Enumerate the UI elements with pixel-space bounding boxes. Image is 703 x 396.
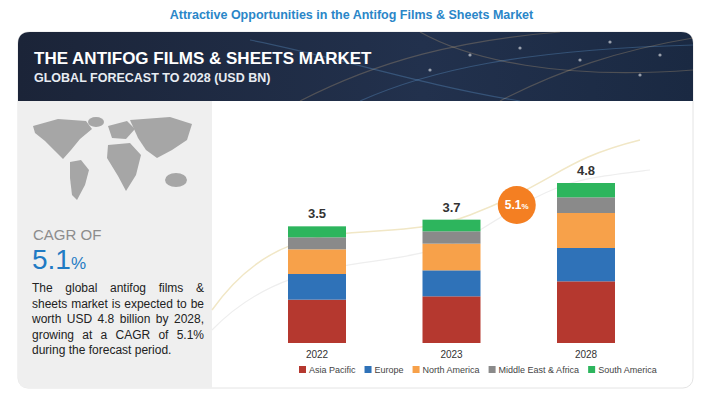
annotation-number: 5.1 bbox=[505, 198, 522, 212]
bar-segment bbox=[288, 226, 346, 237]
bar-segment bbox=[423, 270, 481, 296]
continent bbox=[130, 117, 192, 158]
cagr-value: 5.1% bbox=[32, 244, 86, 275]
legend-swatch bbox=[299, 366, 306, 373]
title: THE ANTIFOG FILMS & SHEETS MARKET bbox=[34, 49, 372, 68]
legend-swatch bbox=[413, 366, 420, 373]
heading: Attractive Opportunities in the Antifog … bbox=[170, 8, 534, 22]
bar-segment bbox=[288, 274, 346, 300]
banner-decoration bbox=[578, 58, 581, 61]
bar-segment bbox=[423, 244, 481, 271]
bar-segment bbox=[557, 183, 615, 197]
category-label: 2028 bbox=[575, 349, 598, 360]
legend-label: North America bbox=[423, 365, 480, 375]
annotation-bubble bbox=[498, 186, 536, 224]
bar-segment bbox=[288, 237, 346, 249]
continent bbox=[33, 119, 92, 159]
banner-decoration bbox=[468, 53, 471, 56]
continent bbox=[88, 117, 104, 127]
bars bbox=[288, 183, 615, 343]
bar-segment bbox=[288, 300, 346, 343]
bar-segment bbox=[557, 248, 615, 281]
continent bbox=[108, 121, 135, 139]
page: Attractive Opportunities in the Antifog … bbox=[0, 0, 703, 396]
bar-segment bbox=[423, 220, 481, 232]
continent bbox=[165, 173, 187, 187]
continent bbox=[70, 160, 89, 200]
legend-label: Asia Pacific bbox=[309, 365, 356, 375]
bar-segment bbox=[557, 213, 615, 248]
bar-segment bbox=[557, 197, 615, 213]
banner-decoration bbox=[658, 53, 661, 56]
total-label: 3.5 bbox=[308, 206, 326, 221]
legend: Asia Pacific Europe North America Middle Ea… bbox=[299, 365, 657, 375]
banner-decoration bbox=[420, 32, 693, 73]
banner-decoration bbox=[518, 46, 521, 49]
continent bbox=[107, 143, 141, 191]
cagr-unit: % bbox=[71, 254, 86, 273]
world-map bbox=[33, 117, 192, 200]
legend-swatch bbox=[588, 366, 595, 373]
subtitle: GLOBAL FORECAST TO 2028 (USD BN) bbox=[34, 71, 270, 85]
legend-label: South America bbox=[598, 365, 657, 375]
banner-decoration bbox=[638, 73, 641, 76]
bar-segment bbox=[423, 296, 481, 343]
total-label: 3.7 bbox=[442, 200, 460, 215]
legend-swatch bbox=[365, 366, 372, 373]
side-panel bbox=[18, 101, 212, 388]
bar-segment bbox=[557, 281, 615, 343]
annotation-unit: % bbox=[522, 202, 529, 211]
cagr-number: 5.1 bbox=[32, 244, 71, 275]
bar-segment bbox=[288, 249, 346, 274]
legend-swatch bbox=[489, 366, 496, 373]
cagr-label: CAGR OF bbox=[33, 226, 101, 243]
frame bbox=[18, 32, 693, 388]
legend-label: Middle East & Africa bbox=[499, 365, 580, 375]
banner bbox=[18, 32, 693, 101]
banner-decoration bbox=[500, 38, 693, 101]
total-label: 4.8 bbox=[577, 163, 595, 178]
annotation: 5.1% bbox=[505, 198, 529, 212]
category-label: 2023 bbox=[440, 349, 463, 360]
category-label: 2022 bbox=[306, 349, 329, 360]
bar-segment bbox=[423, 231, 481, 243]
banner-decoration bbox=[608, 40, 611, 43]
legend-label: Europe bbox=[375, 365, 404, 375]
banner-decoration bbox=[428, 68, 431, 71]
labels: 3.5 2022 3.7 2023 4.8 2028 bbox=[306, 163, 598, 360]
description: The global antifog films & sheets market… bbox=[32, 281, 204, 359]
